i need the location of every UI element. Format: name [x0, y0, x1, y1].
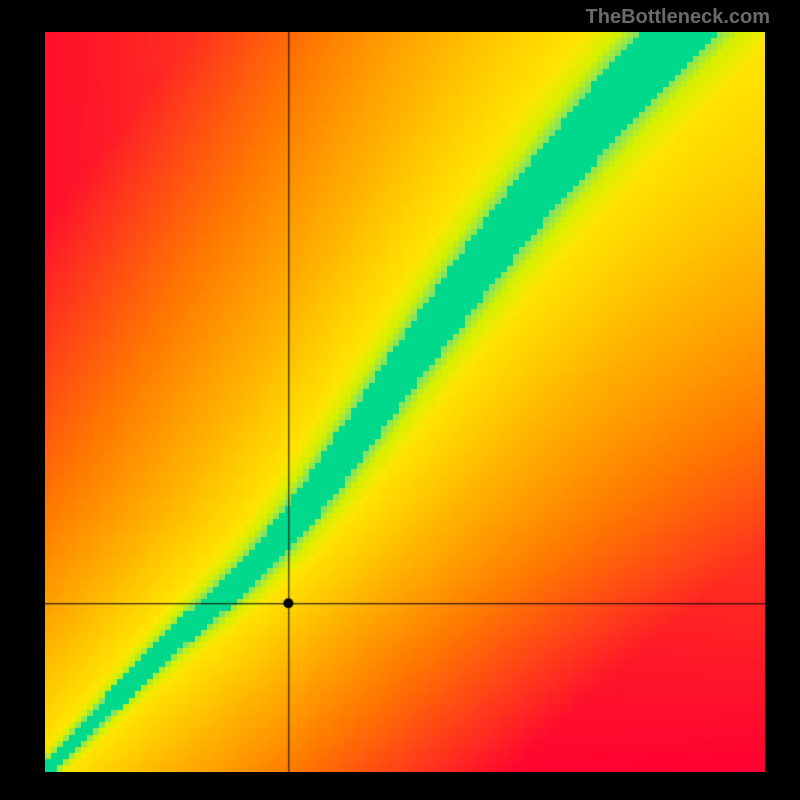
heatmap-canvas — [45, 32, 765, 772]
watermark-text: TheBottleneck.com — [586, 6, 770, 29]
heatmap-plot — [45, 32, 765, 772]
